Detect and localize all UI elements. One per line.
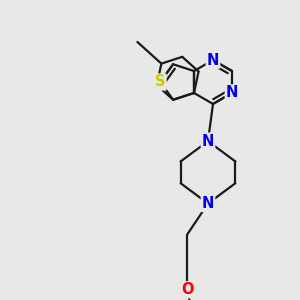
Text: O: O <box>181 282 194 297</box>
Text: N: N <box>202 134 214 149</box>
Text: N: N <box>207 52 219 68</box>
Text: N: N <box>202 196 214 211</box>
Text: N: N <box>226 85 238 100</box>
Text: S: S <box>155 74 166 89</box>
